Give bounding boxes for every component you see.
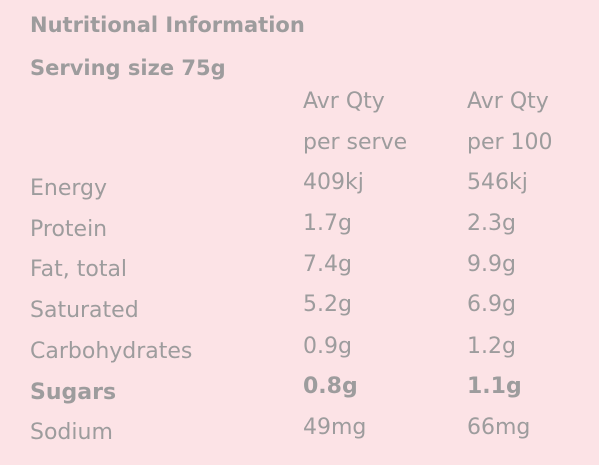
cell: 6.9g — [467, 292, 516, 317]
row-label: Sugars — [30, 380, 117, 405]
cell: 5.2g — [303, 292, 352, 317]
column-header: Avr Qty — [467, 89, 549, 114]
cell: 0.9g — [303, 334, 352, 359]
cell: 1.1g — [467, 374, 522, 399]
row-label: Energy — [30, 176, 108, 201]
cell: 1.7g — [303, 211, 352, 236]
column-header: per 100 — [467, 130, 553, 155]
cell: 66mg — [467, 415, 531, 440]
column-header: Avr Qty — [303, 89, 385, 114]
column-header: per serve — [303, 130, 408, 155]
title: Nutritional Information — [30, 13, 305, 37]
cell: 7.4g — [303, 252, 352, 277]
row-label: Saturated — [30, 298, 139, 323]
row-label: Sodium — [30, 420, 113, 445]
cell: 2.3g — [467, 211, 516, 236]
cell: 409kj — [303, 170, 364, 195]
cell: 0.8g — [303, 374, 358, 399]
cell: 546kj — [467, 170, 528, 195]
serving-size: Serving size 75g — [30, 56, 226, 80]
row-label: Fat, total — [30, 257, 128, 282]
cell: 9.9g — [467, 252, 516, 277]
row-label: Carbohydrates — [30, 339, 193, 364]
cell: 1.2g — [467, 334, 516, 359]
row-label: Protein — [30, 217, 108, 242]
cell: 49mg — [303, 415, 367, 440]
